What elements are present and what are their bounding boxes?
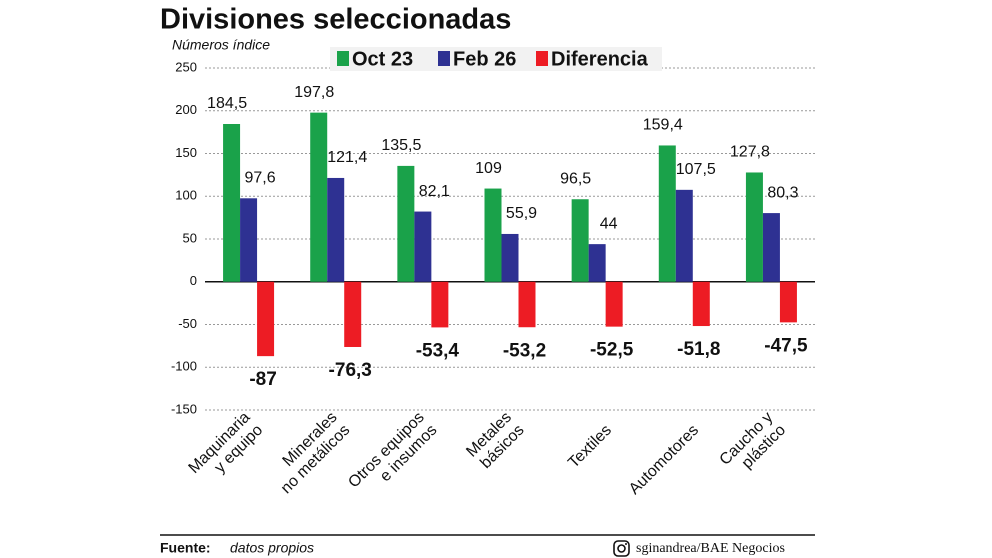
credit: sginandrea/BAE Negocios [636,541,785,556]
x-tick-label: Metalesbásicos [463,409,527,473]
x-tick-label-group: Caucho yplástico [717,409,790,482]
source: datos propios [230,540,314,556]
bar [223,124,241,282]
legend-swatch [337,51,349,66]
legend-swatch [438,51,450,66]
x-tick-label: Mineralesno metálicos [265,409,353,497]
bar [571,199,589,282]
x-tick-label: Caucho yplástico [717,409,790,482]
legend-swatch [536,51,548,66]
x-tick-label-group: Mineralesno metálicos [265,409,354,497]
x-tick-label-group: Metalesbásicos [463,409,527,473]
bar [344,281,362,347]
x-tick-label: Otros equipose insumos [345,409,440,504]
y-tick-label: 150 [175,145,197,160]
y-tick-label: -50 [178,316,197,331]
instagram-icon [613,540,630,557]
value-label: 121,4 [327,149,367,166]
y-tick-label: 200 [175,102,197,117]
bar [658,145,676,282]
y-tick-label: 250 [175,59,197,74]
bar [605,281,623,327]
bar [484,188,502,282]
x-tick-label: Maquinariay equipo [186,409,267,490]
bar [518,281,536,328]
y-tick-label: 0 [190,273,197,288]
bar [588,244,606,282]
chart-title: Divisiones seleccionadas [160,4,511,36]
bar [501,233,519,282]
bar [431,281,449,328]
value-label: 107,5 [676,161,716,178]
y-tick-label: 50 [183,230,197,245]
value-label: -76,3 [329,360,372,381]
legend-label: Diferencia [551,48,649,70]
value-label: 55,9 [506,205,537,222]
x-tick-label-group: Automotores [626,422,702,498]
value-label: 159,4 [643,117,683,134]
x-tick-label: Automotores [626,422,702,498]
value-label: 82,1 [419,183,450,200]
bar [397,165,415,282]
value-label: -87 [249,369,276,390]
legend-label: Oct 23 [352,48,413,70]
bar [692,281,710,327]
bar [779,281,797,323]
x-tick-label-group: Otros equipose insumos [345,409,440,504]
value-label: -47,5 [764,335,808,356]
bar [310,112,328,282]
legend-label: Feb 26 [453,48,516,70]
source-label: Fuente: [160,540,211,556]
value-label: -53,4 [416,340,460,361]
value-label: 184,5 [207,95,247,112]
value-label: 127,8 [730,144,770,161]
y-tick-label: -100 [171,359,197,374]
x-tick-label-group: Textiles [565,422,615,472]
x-tick-label-group: Maquinariay equipo [186,409,267,490]
value-label: 44 [600,215,618,232]
legend-background [330,47,662,71]
value-label: 97,6 [245,170,276,187]
x-tick-label: Textiles [565,422,615,472]
bar [762,213,780,282]
bar [257,281,275,357]
bar [414,211,432,282]
y-tick-label: 100 [175,188,197,203]
chart-subtitle: Números índice [172,37,270,53]
value-label: 80,3 [767,184,798,201]
value-label: -53,2 [503,340,546,361]
bar [675,189,693,282]
bar [745,172,763,282]
value-label: 135,5 [381,137,421,154]
value-label: -51,8 [677,339,720,360]
bar [240,198,258,282]
value-label: -52,5 [590,340,634,361]
value-label: 96,5 [560,170,591,187]
value-label: 197,8 [294,84,334,101]
y-tick-label: -150 [171,401,197,416]
bar [327,177,345,282]
value-label: 109 [475,160,502,177]
